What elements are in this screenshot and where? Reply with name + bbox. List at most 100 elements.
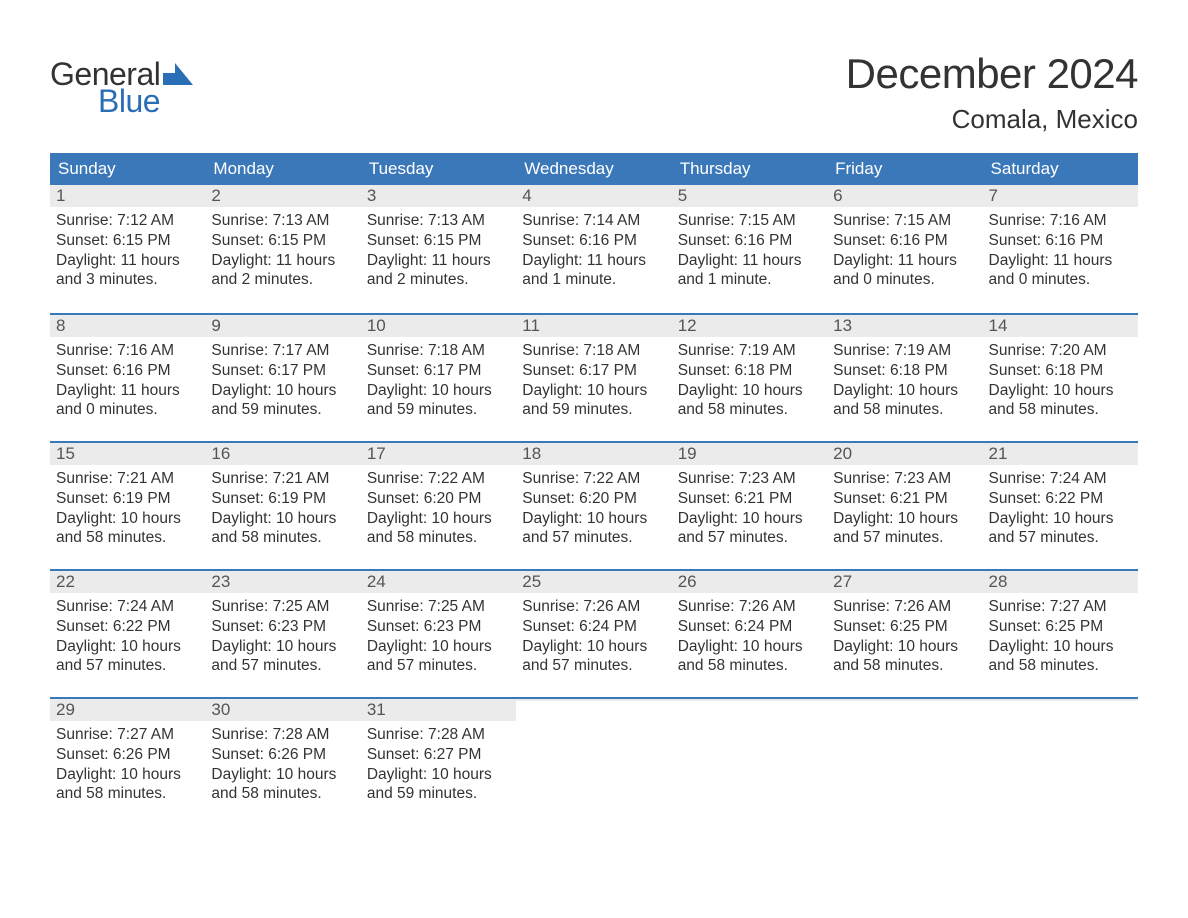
day-sunset: Sunset: 6:15 PM <box>56 231 199 251</box>
day-dl2: and 58 minutes. <box>989 400 1132 420</box>
day-dl1: Daylight: 11 hours <box>56 381 199 401</box>
day-dl1: Daylight: 10 hours <box>522 509 665 529</box>
day-dl2: and 58 minutes. <box>56 528 199 548</box>
day-dl1: Daylight: 10 hours <box>211 637 354 657</box>
day-sunrise: Sunrise: 7:24 AM <box>989 469 1132 489</box>
day-content: Sunrise: 7:12 AMSunset: 6:15 PMDaylight:… <box>50 207 205 300</box>
calendar-day: 4Sunrise: 7:14 AMSunset: 6:16 PMDaylight… <box>516 185 671 313</box>
day-number-row: 3 <box>361 185 516 207</box>
day-dl2: and 0 minutes. <box>56 400 199 420</box>
day-number-row: 5 <box>672 185 827 207</box>
day-content: Sunrise: 7:19 AMSunset: 6:18 PMDaylight:… <box>672 337 827 430</box>
day-sunrise: Sunrise: 7:17 AM <box>211 341 354 361</box>
calendar-day: 21Sunrise: 7:24 AMSunset: 6:22 PMDayligh… <box>983 443 1138 569</box>
day-sunrise: Sunrise: 7:23 AM <box>833 469 976 489</box>
day-sunrise: Sunrise: 7:20 AM <box>989 341 1132 361</box>
calendar-day: 18Sunrise: 7:22 AMSunset: 6:20 PMDayligh… <box>516 443 671 569</box>
day-sunset: Sunset: 6:25 PM <box>833 617 976 637</box>
day-sunrise: Sunrise: 7:24 AM <box>56 597 199 617</box>
day-dl1: Daylight: 10 hours <box>211 381 354 401</box>
day-content: Sunrise: 7:16 AMSunset: 6:16 PMDaylight:… <box>983 207 1138 300</box>
calendar-day: 16Sunrise: 7:21 AMSunset: 6:19 PMDayligh… <box>205 443 360 569</box>
day-number: 4 <box>522 186 531 205</box>
day-sunset: Sunset: 6:20 PM <box>522 489 665 509</box>
day-dl1: Daylight: 10 hours <box>56 509 199 529</box>
day-number-row: 13 <box>827 315 982 337</box>
day-sunset: Sunset: 6:26 PM <box>56 745 199 765</box>
day-sunset: Sunset: 6:18 PM <box>678 361 821 381</box>
day-number: 15 <box>56 444 75 463</box>
calendar-day: 13Sunrise: 7:19 AMSunset: 6:18 PMDayligh… <box>827 315 982 441</box>
day-dl1: Daylight: 11 hours <box>522 251 665 271</box>
day-number: 6 <box>833 186 842 205</box>
calendar-week: 15 Sunrise: 7:21 AMSunset: 6:19 PMDayligh… <box>50 441 1138 569</box>
day-dl2: and 58 minutes. <box>367 528 510 548</box>
day-sunset: Sunset: 6:17 PM <box>211 361 354 381</box>
header: General Blue December 2024 Comala, Mexic… <box>50 50 1138 135</box>
day-sunrise: Sunrise: 7:15 AM <box>833 211 976 231</box>
day-sunset: Sunset: 6:26 PM <box>211 745 354 765</box>
day-dl2: and 57 minutes. <box>678 528 821 548</box>
day-content: Sunrise: 7:23 AMSunset: 6:21 PMDaylight:… <box>672 465 827 558</box>
calendar-day: 25Sunrise: 7:26 AMSunset: 6:24 PMDayligh… <box>516 571 671 697</box>
weekday-header: Saturday <box>983 153 1138 185</box>
day-number: 27 <box>833 572 852 591</box>
day-content: Sunrise: 7:15 AMSunset: 6:16 PMDaylight:… <box>827 207 982 300</box>
day-content: Sunrise: 7:22 AMSunset: 6:20 PMDaylight:… <box>516 465 671 558</box>
day-number-row: 18 <box>516 443 671 465</box>
day-number-row <box>672 699 827 701</box>
calendar-day: 5Sunrise: 7:15 AMSunset: 6:16 PMDaylight… <box>672 185 827 313</box>
day-dl2: and 57 minutes. <box>833 528 976 548</box>
day-sunrise: Sunrise: 7:12 AM <box>56 211 199 231</box>
calendar-week: 29Sunrise: 7:27 AMSunset: 6:26 PMDayligh… <box>50 697 1138 825</box>
day-number: 1 <box>56 186 65 205</box>
calendar-week: 22Sunrise: 7:24 AMSunset: 6:22 PMDayligh… <box>50 569 1138 697</box>
calendar-day: 12Sunrise: 7:19 AMSunset: 6:18 PMDayligh… <box>672 315 827 441</box>
day-number-row: 31 <box>361 699 516 721</box>
day-dl1: Daylight: 10 hours <box>211 765 354 785</box>
month-title: December 2024 <box>846 50 1138 98</box>
day-content: Sunrise: 7:21 AMSunset: 6:19 PMDaylight:… <box>205 465 360 558</box>
day-number-row: 1 <box>50 185 205 207</box>
day-sunrise: Sunrise: 7:13 AM <box>211 211 354 231</box>
day-number: 25 <box>522 572 541 591</box>
day-number-row: 23 <box>205 571 360 593</box>
calendar-day: 15Sunrise: 7:21 AMSunset: 6:19 PMDayligh… <box>50 443 205 569</box>
day-sunrise: Sunrise: 7:16 AM <box>56 341 199 361</box>
day-number-row: 9 <box>205 315 360 337</box>
day-content: Sunrise: 7:25 AMSunset: 6:23 PMDaylight:… <box>205 593 360 686</box>
day-dl2: and 0 minutes. <box>833 270 976 290</box>
day-sunrise: Sunrise: 7:26 AM <box>678 597 821 617</box>
title-block: December 2024 Comala, Mexico <box>846 50 1138 135</box>
calendar-day <box>827 699 982 825</box>
day-dl2: and 57 minutes. <box>56 656 199 676</box>
day-dl2: and 59 minutes. <box>522 400 665 420</box>
calendar-day: 28Sunrise: 7:27 AMSunset: 6:25 PMDayligh… <box>983 571 1138 697</box>
day-number-row: 15 <box>50 443 205 465</box>
day-content: Sunrise: 7:18 AMSunset: 6:17 PMDaylight:… <box>361 337 516 430</box>
day-content: Sunrise: 7:20 AMSunset: 6:18 PMDaylight:… <box>983 337 1138 430</box>
day-sunset: Sunset: 6:27 PM <box>367 745 510 765</box>
day-number: 10 <box>367 316 386 335</box>
day-dl1: Daylight: 10 hours <box>211 509 354 529</box>
day-number-row: 27 <box>827 571 982 593</box>
day-sunrise: Sunrise: 7:26 AM <box>522 597 665 617</box>
day-number: 9 <box>211 316 220 335</box>
weekday-header: Tuesday <box>361 153 516 185</box>
calendar-day: 23Sunrise: 7:25 AMSunset: 6:23 PMDayligh… <box>205 571 360 697</box>
day-sunset: Sunset: 6:15 PM <box>367 231 510 251</box>
day-content: Sunrise: 7:26 AMSunset: 6:24 PMDaylight:… <box>672 593 827 686</box>
day-dl2: and 58 minutes. <box>989 656 1132 676</box>
day-content: Sunrise: 7:22 AMSunset: 6:20 PMDaylight:… <box>361 465 516 558</box>
day-sunset: Sunset: 6:16 PM <box>522 231 665 251</box>
day-sunrise: Sunrise: 7:16 AM <box>989 211 1132 231</box>
day-number: 17 <box>367 444 386 463</box>
day-number-row: 16 <box>205 443 360 465</box>
calendar-week: 1Sunrise: 7:12 AMSunset: 6:15 PMDaylight… <box>50 185 1138 313</box>
weekday-header: Sunday <box>50 153 205 185</box>
day-sunrise: Sunrise: 7:28 AM <box>367 725 510 745</box>
day-number-row <box>983 699 1138 701</box>
day-number-row: 22 <box>50 571 205 593</box>
day-number-row <box>516 699 671 701</box>
calendar-day: 24Sunrise: 7:25 AMSunset: 6:23 PMDayligh… <box>361 571 516 697</box>
